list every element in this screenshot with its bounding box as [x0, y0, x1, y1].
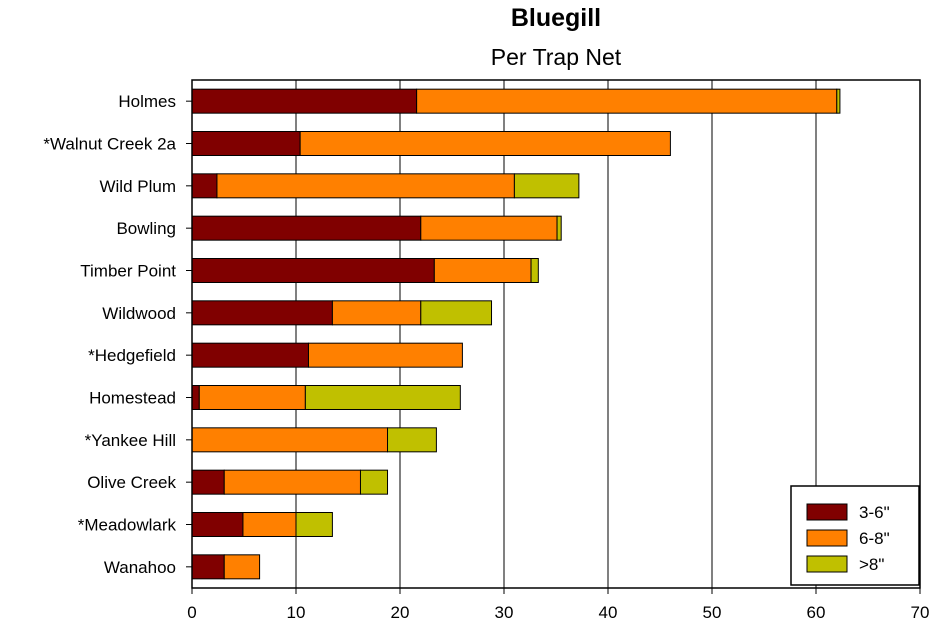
bar-large	[556, 215, 562, 241]
bar-large	[836, 88, 841, 114]
bar-medium	[420, 215, 558, 241]
bar-medium	[191, 427, 389, 453]
legend-swatch	[806, 503, 848, 521]
x-tick-label: 60	[807, 603, 826, 622]
bar-medium	[416, 88, 838, 114]
legend-label: >8"	[859, 555, 884, 574]
legend-swatch	[806, 555, 848, 573]
category-label: *Yankee Hill	[85, 431, 176, 450]
plot-border	[191, 79, 921, 589]
bar-medium	[223, 554, 261, 580]
x-tick-label: 30	[495, 603, 514, 622]
category-label: Bowling	[116, 219, 176, 238]
category-label: Wanahoo	[104, 558, 176, 577]
chart-subtitle: Per Trap Net	[490, 44, 622, 70]
legend-label: 6-8"	[859, 529, 890, 548]
category-label: Wildwood	[102, 304, 176, 323]
bar-large	[420, 300, 493, 326]
x-tick-label: 0	[187, 603, 196, 622]
bar-medium	[307, 342, 463, 368]
bar-medium	[331, 300, 422, 326]
legend-swatch	[806, 529, 848, 547]
legend-label: 3-6"	[859, 503, 890, 522]
category-label: Wild Plum	[99, 177, 176, 196]
bar-small	[191, 385, 200, 410]
bar-medium	[242, 512, 297, 537]
x-tick-label: 50	[703, 603, 722, 622]
bar-large	[530, 258, 539, 283]
bar-medium	[223, 469, 361, 495]
bar-small	[191, 554, 225, 580]
bar-small	[191, 469, 225, 495]
chart-title: Bluegill	[510, 4, 602, 32]
bar-medium	[198, 385, 306, 410]
x-tick-label: 40	[599, 603, 618, 622]
bar-medium	[216, 173, 515, 199]
bar-large	[387, 427, 437, 453]
bar-medium	[433, 258, 532, 283]
category-label: *Hedgefield	[88, 346, 176, 365]
category-label: Timber Point	[80, 262, 176, 281]
bar-large	[295, 512, 333, 537]
x-tick-label: 70	[911, 603, 930, 622]
bar-large	[513, 173, 580, 199]
bar-medium	[299, 131, 671, 156]
bar-small	[191, 215, 422, 241]
category-label: Holmes	[118, 92, 176, 111]
bar-small	[191, 258, 435, 283]
bar-large	[304, 385, 461, 410]
x-tick-label: 20	[391, 603, 410, 622]
category-label: *Meadowlark	[78, 516, 177, 535]
category-label: Homestead	[89, 389, 176, 408]
bar-small	[191, 88, 418, 114]
bar-small	[191, 173, 218, 199]
bar-small	[191, 342, 309, 368]
category-label: *Walnut Creek 2a	[43, 135, 176, 154]
bar-small	[191, 131, 301, 156]
category-label: Olive Creek	[87, 473, 176, 492]
bar-large	[359, 469, 389, 495]
bar-small	[191, 300, 333, 326]
x-tick-label: 10	[287, 603, 306, 622]
bar-small	[191, 512, 244, 537]
